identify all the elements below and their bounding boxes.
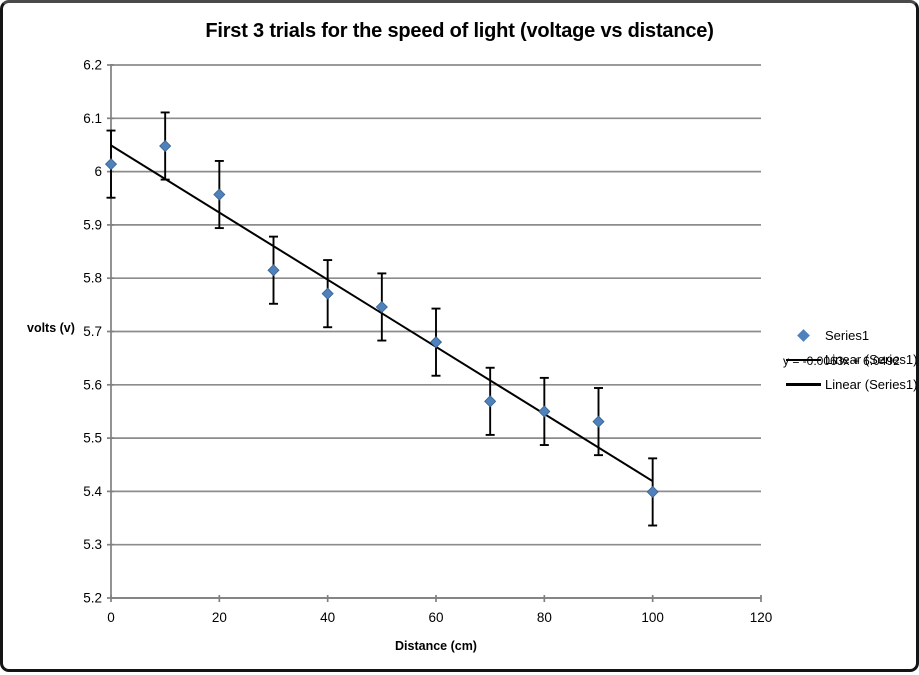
- trendline-equation: y = -0.0063x + 6.0492: [783, 354, 900, 368]
- y-tick-label: 5.3: [83, 537, 102, 552]
- diamond-marker-icon: [797, 328, 810, 342]
- legend-label: Linear (Series1): [825, 352, 918, 368]
- data-point-marker: [375, 300, 388, 314]
- y-tick-label: 5.8: [83, 271, 102, 286]
- x-tick-label: 40: [320, 610, 335, 625]
- x-axis-title: Distance (cm): [395, 639, 477, 653]
- x-tick-label: 120: [750, 610, 773, 625]
- x-tick-label: 0: [107, 610, 115, 625]
- y-tick-label: 5.7: [83, 324, 102, 339]
- x-tick-label: 20: [212, 610, 227, 625]
- plot-area: 6.2 6.1 6 5.9 5.8 5.7 5.6 5.5 5.4 5.3 5.2 0 20 40 60 80…: [83, 58, 773, 626]
- data-point-marker: [538, 405, 551, 418]
- line-marker-icon: [786, 358, 821, 361]
- data-point-marker: [159, 139, 172, 153]
- x-tick-label: 80: [537, 610, 552, 625]
- legend-marker: [786, 328, 821, 342]
- legend-marker: [786, 383, 821, 386]
- data-point-marker: [484, 395, 497, 408]
- data-point-marker: [267, 264, 280, 277]
- data-point-marker: [213, 188, 226, 201]
- y-tick-label: 5.6: [83, 377, 102, 392]
- data-point-marker: [429, 336, 443, 349]
- y-tick-label: 5.5: [83, 431, 102, 446]
- legend-label: Linear (Series1): [825, 376, 918, 392]
- data-point-marker: [104, 158, 118, 171]
- y-tick-label: 6.1: [83, 111, 102, 126]
- x-tick-label: 60: [428, 610, 443, 625]
- y-tick-label: 6: [94, 164, 102, 179]
- line-marker-icon: [786, 383, 821, 386]
- data-point-marker: [321, 287, 334, 300]
- chart-title: First 3 trials for the speed of light (v…: [205, 20, 714, 42]
- legend-item: Series1: [786, 323, 918, 348]
- legend-item: Linear (Series1): [786, 372, 918, 397]
- legend: Series1 Linear (Series1) Linear (Series1): [786, 323, 918, 397]
- y-tick-label: 5.2: [83, 591, 102, 606]
- y-tick-label: 5.9: [83, 217, 102, 232]
- legend-item: Linear (Series1): [786, 348, 918, 373]
- data-point-marker: [646, 485, 659, 498]
- legend-marker: [786, 358, 821, 361]
- data-point-marker: [592, 415, 605, 428]
- y-tick-label: 5.4: [83, 484, 102, 499]
- legend-label: Series1: [825, 327, 870, 343]
- y-tick-label: 6.2: [83, 58, 102, 73]
- x-tick-label: 100: [641, 610, 664, 625]
- y-axis-title: volts (v): [27, 321, 75, 335]
